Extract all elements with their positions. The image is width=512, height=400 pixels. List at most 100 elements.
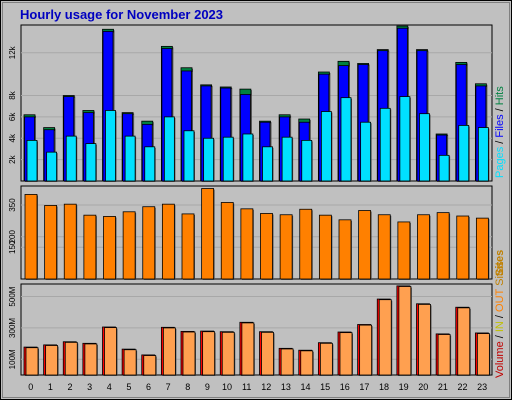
panel-2-y-tick-label: 150 (8, 240, 17, 254)
volume-out-bar (359, 324, 373, 376)
sites-bar (318, 214, 332, 280)
panel-1-y-tick-label: 2k (8, 154, 17, 163)
pages-bar (144, 146, 156, 182)
volume-out-bar (418, 303, 431, 376)
sites-bar (358, 210, 372, 280)
volume-out-bar (45, 345, 59, 376)
volume-out-bar (476, 333, 490, 376)
volume-out-bar (280, 348, 294, 376)
x-tick-label-hour: 15 (320, 382, 330, 392)
sites-bar (299, 208, 313, 280)
pages-bar (340, 97, 352, 182)
panel-3-right-label-part: Volume (494, 341, 506, 378)
x-tick-label-hour: 13 (281, 382, 291, 392)
pages-bar (183, 130, 195, 182)
x-tick-label-hour: 6 (146, 382, 151, 392)
panel-1-right-label-part: / (494, 105, 506, 114)
pages-bar (222, 136, 234, 182)
panel-3-right-label-part: / (494, 332, 506, 341)
x-tick-label-hour: 2 (68, 382, 73, 392)
sites-bar (181, 213, 195, 280)
panel-1-y-tick-label: 6k (8, 112, 17, 121)
sites-bar (83, 214, 97, 280)
x-tick-label-hour: 9 (205, 382, 210, 392)
pages-bar (262, 146, 273, 182)
volume-out-bar (319, 342, 333, 376)
x-tick-label-hour: 0 (28, 382, 33, 392)
volume-out-bar (162, 327, 176, 376)
sites-bar (417, 214, 430, 280)
chart-title: Hourly usage for November 2023 (20, 7, 223, 22)
pages-bar (65, 135, 77, 182)
sites-bar (44, 205, 58, 280)
panel-3-right-label-part: / (494, 312, 506, 321)
sites-bar (436, 212, 450, 280)
sites-bar (260, 213, 273, 280)
x-tick-label-hour: 3 (87, 382, 92, 392)
panel-3-frame (20, 283, 493, 376)
sites-bar (456, 215, 470, 280)
x-tick-label-hour: 10 (222, 382, 232, 392)
sites-bar (397, 221, 411, 280)
pages-bar (399, 96, 411, 182)
panel-2-y-tick-label: 200 (8, 230, 17, 244)
pages-bar (379, 107, 391, 182)
panel-1-right-label-part: Pages (494, 146, 506, 178)
pages-bar (301, 139, 313, 182)
x-tick-label-hour: 11 (242, 382, 251, 392)
pages-bar (105, 110, 116, 182)
x-tick-label-hour: 5 (126, 382, 131, 392)
pages-bar (26, 139, 38, 182)
volume-out-bar (241, 322, 255, 376)
panel-3-right-label-part: Sites (494, 261, 506, 289)
panel-1-y-tick-label: 12k (8, 45, 17, 59)
x-tick-label-hour: 20 (418, 382, 428, 392)
volume-out-bar (300, 350, 314, 376)
x-tick-label-hour: 18 (379, 382, 389, 392)
panel-2-frame (20, 185, 493, 280)
panel-2-right-label: Sites (494, 250, 506, 276)
x-tick-label-hour: 19 (399, 382, 409, 392)
volume-out-bar (123, 349, 137, 376)
pages-bar (320, 111, 332, 182)
x-tick-label-hour: 8 (185, 382, 190, 392)
volume-out-bar (378, 299, 392, 376)
panel-2-y-tick-label: 350 (8, 198, 17, 212)
pages-bar (281, 136, 293, 182)
pages-bar (360, 121, 372, 182)
sites-bar (24, 194, 38, 280)
x-tick-label-hour: 23 (477, 382, 487, 392)
x-tick-label-hour: 4 (107, 382, 112, 392)
pages-bar (203, 137, 215, 182)
x-tick-label-hour: 12 (261, 382, 271, 392)
sites-bar (63, 203, 77, 280)
panel-3-y-tick-label: 500M (8, 286, 17, 306)
volume-out-bar (25, 347, 39, 376)
x-tick-label-hour: 16 (340, 382, 350, 392)
x-tick-label-hour: 17 (359, 382, 369, 392)
panel-3-right-label-part: OUT (494, 288, 506, 312)
pages-bar (419, 113, 430, 182)
sites-bar (377, 214, 391, 280)
x-tick-label-hour: 14 (301, 382, 311, 392)
volume-out-bar (398, 286, 412, 376)
panel-1-right-label: Pages / Files / Hits (494, 86, 506, 178)
sites-bar (279, 214, 293, 280)
pages-bar (242, 133, 254, 182)
volume-out-bar (437, 334, 451, 376)
pages-bar (458, 125, 470, 182)
volume-out-bar (221, 331, 235, 376)
panel-1-right-label-part: Files (494, 114, 506, 138)
volume-out-bar (64, 341, 78, 376)
sites-bar (201, 188, 215, 280)
pages-bar (477, 127, 489, 182)
pages-bar (163, 116, 175, 182)
volume-out-bar (202, 331, 216, 376)
panel-3-right-label: Volume / IN / OUT Sites (494, 261, 506, 378)
panel-3-right-label-part: IN (494, 321, 506, 332)
volume-out-bar (261, 331, 274, 376)
x-tick-label-hour: 21 (438, 382, 448, 392)
